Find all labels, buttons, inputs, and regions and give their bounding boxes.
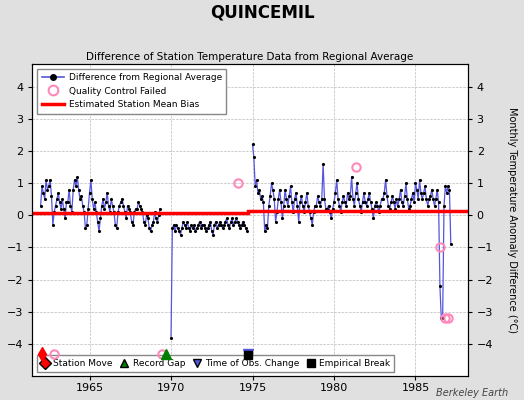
Title: Difference of Station Temperature Data from Regional Average: Difference of Station Temperature Data f… xyxy=(86,52,413,62)
Y-axis label: Monthly Temperature Anomaly Difference (°C): Monthly Temperature Anomaly Difference (… xyxy=(507,107,517,333)
Text: Berkeley Earth: Berkeley Earth xyxy=(436,388,508,398)
Text: QUINCEMIL: QUINCEMIL xyxy=(210,4,314,22)
Legend: Station Move, Record Gap, Time of Obs. Change, Empirical Break: Station Move, Record Gap, Time of Obs. C… xyxy=(37,355,394,372)
